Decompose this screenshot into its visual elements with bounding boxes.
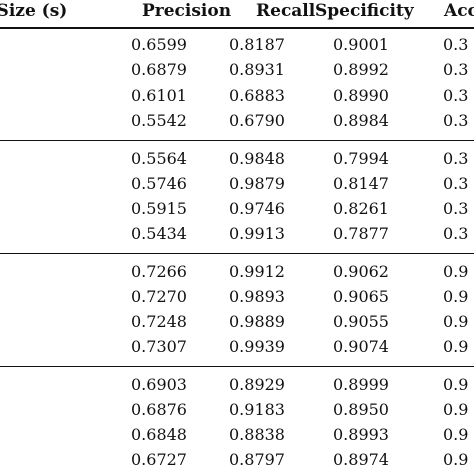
cell-recall: 0.8187 [229,35,285,54]
cell-precision: 0.6876 [131,400,187,419]
cell-specificity: 0.8974 [333,450,389,469]
header-window-size: w Size (s) [0,1,68,21]
cell-accuracy: 0.9 [443,262,469,281]
cell-precision: 0.7307 [131,337,187,356]
cell-specificity: 0.9001 [333,35,389,54]
cell-recall: 0.9893 [229,287,285,306]
cell-accuracy: 0.9 [443,312,469,331]
header-rule [0,27,474,29]
cell-precision: 0.7248 [131,312,187,331]
cell-precision: 0.6727 [131,450,187,469]
cell-precision: 0.7270 [131,287,187,306]
cell-specificity: 0.9062 [333,262,389,281]
cell-accuracy: 0.9 [443,425,469,444]
cell-recall: 0.9746 [229,199,285,218]
cell-accuracy: 0.3 [443,199,469,218]
cell-recall: 0.8797 [229,450,285,469]
cell-recall: 0.9939 [229,337,285,356]
cell-specificity: 0.8990 [333,86,389,105]
cell-specificity: 0.8261 [333,199,389,218]
cell-recall: 0.9913 [229,224,285,243]
header-specificity: Specificity [315,1,414,21]
cell-specificity: 0.9055 [333,312,389,331]
cell-precision: 0.5915 [131,199,187,218]
cell-recall: 0.6883 [229,86,285,105]
cell-specificity: 0.8992 [333,60,389,79]
cell-precision: 0.5564 [131,149,187,168]
cell-specificity: 0.8999 [333,375,389,394]
cell-recall: 0.8838 [229,425,285,444]
cell-accuracy: 0.3 [443,224,469,243]
cell-accuracy: 0.3 [443,60,469,79]
cell-accuracy: 0.3 [443,111,469,130]
cell-recall: 0.6790 [229,111,285,130]
cell-precision: 0.6903 [131,375,187,394]
cell-precision: 0.5434 [131,224,187,243]
cell-specificity: 0.8984 [333,111,389,130]
group-rule [0,253,474,254]
cell-specificity: 0.8147 [333,174,389,193]
cell-accuracy: 0.3 [443,149,469,168]
cell-precision: 0.5542 [131,111,187,130]
group-rule [0,140,474,141]
cell-recall: 0.9912 [229,262,285,281]
cell-precision: 0.6599 [131,35,187,54]
cell-accuracy: 0.3 [443,174,469,193]
cell-specificity: 0.9065 [333,287,389,306]
cell-recall: 0.8929 [229,375,285,394]
cell-specificity: 0.7877 [333,224,389,243]
header-recall: Recall [256,1,316,21]
cell-recall: 0.9183 [229,400,285,419]
cell-precision: 0.6101 [131,86,187,105]
cell-accuracy: 0.9 [443,375,469,394]
cell-specificity: 0.7994 [333,149,389,168]
cell-specificity: 0.8993 [333,425,389,444]
cell-specificity: 0.8950 [333,400,389,419]
cell-accuracy: 0.9 [443,337,469,356]
cell-recall: 0.9879 [229,174,285,193]
cell-specificity: 0.9074 [333,337,389,356]
cell-precision: 0.6848 [131,425,187,444]
cell-precision: 0.5746 [131,174,187,193]
cell-recall: 0.9889 [229,312,285,331]
cell-accuracy: 0.9 [443,287,469,306]
cell-accuracy: 0.3 [443,35,469,54]
cell-recall: 0.8931 [229,60,285,79]
cell-recall: 0.9848 [229,149,285,168]
cell-precision: 0.6879 [131,60,187,79]
cell-accuracy: 0.9 [443,400,469,419]
cell-accuracy: 0.3 [443,86,469,105]
group-rule [0,366,474,367]
header-accuracy: Acc [444,1,474,21]
cell-precision: 0.7266 [131,262,187,281]
header-precision: Precision [142,1,232,21]
cell-accuracy: 0.9 [443,450,469,469]
